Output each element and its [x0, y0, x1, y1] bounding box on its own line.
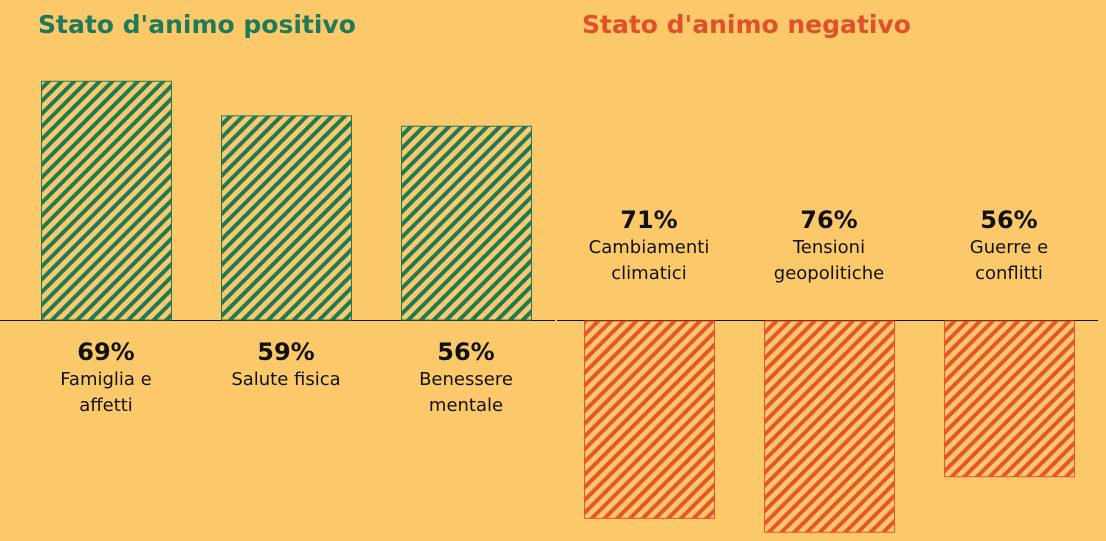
bar [221, 115, 352, 321]
bar-label: 76% Tensioni geopolitiche [754, 205, 904, 287]
bar-label: 69% Famiglia e affetti [31, 337, 181, 419]
category-label: Tensioni geopolitiche [773, 237, 885, 284]
value-label: 56% [980, 206, 1038, 234]
bar [41, 80, 172, 321]
value-label: 59% [257, 338, 315, 366]
value-label: 71% [620, 206, 678, 234]
value-label: 76% [800, 206, 858, 234]
category-label: Benessere mentale [419, 369, 513, 416]
bar-label: 56% Guerre e conflitti [934, 205, 1084, 287]
category-label: Guerre e conflitti [969, 237, 1049, 284]
category-label: Famiglia e affetti [60, 369, 152, 416]
value-label: 69% [77, 338, 135, 366]
chart-title: Stato d'animo positivo [38, 10, 356, 39]
value-label: 56% [437, 338, 495, 366]
bar [584, 320, 715, 519]
bar-label: 56% Benessere mentale [391, 337, 541, 419]
bar [401, 125, 532, 321]
chart-title: Stato d'animo negativo [582, 10, 911, 39]
category-label: Cambiamenti climatici [588, 237, 710, 284]
category-label: Salute fisica [231, 369, 341, 390]
bar [944, 320, 1075, 478]
bar-label: 59% Salute fisica [211, 337, 361, 393]
bar [764, 320, 895, 533]
bar-label: 71% Cambiamenti climatici [574, 205, 724, 287]
